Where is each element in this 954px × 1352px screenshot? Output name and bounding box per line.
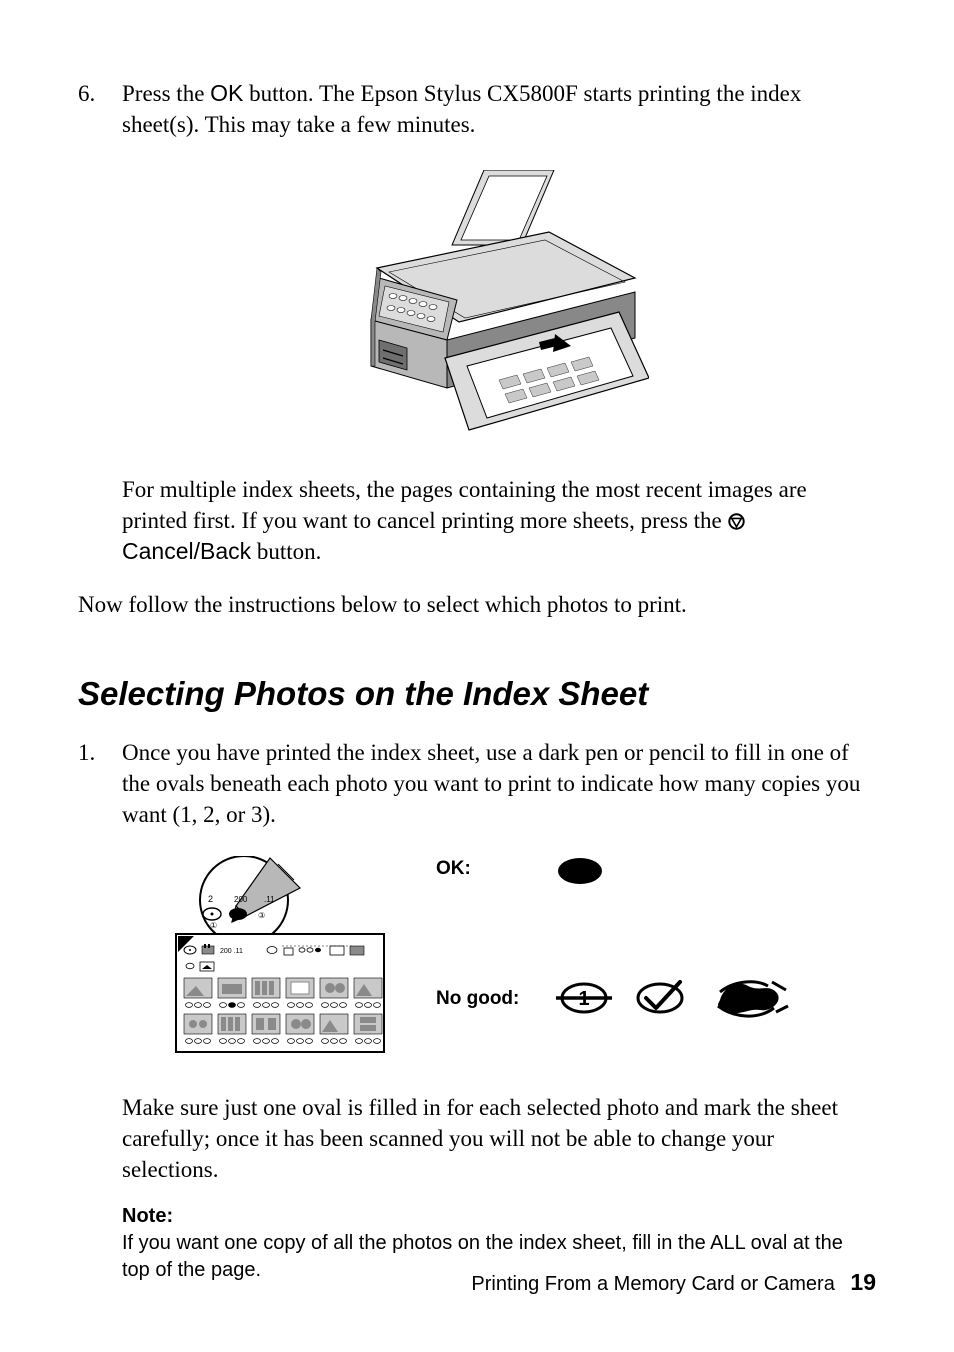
- section-heading: Selecting Photos on the Index Sheet: [78, 672, 876, 717]
- step-6: 6. Press the OK button. The Epson Stylus…: [78, 78, 876, 567]
- footer-section: Printing From a Memory Card or Camera: [471, 1273, 834, 1295]
- ok-oval-sample: [556, 856, 616, 890]
- svg-text:200 .11: 200 .11: [220, 948, 243, 955]
- step-6-number: 6.: [78, 78, 122, 567]
- step-1-number: 1.: [78, 737, 122, 1284]
- svg-text:①: ①: [210, 921, 217, 930]
- all-oval-label: ALL: [710, 1232, 745, 1254]
- ok-label: OK:: [436, 856, 471, 882]
- footer-page-number: 19: [850, 1269, 876, 1295]
- printer-figure: [122, 170, 876, 446]
- step-1-body: Once you have printed the index sheet, u…: [122, 737, 876, 1284]
- note-text-before: If you want one copy of all the photos o…: [122, 1232, 710, 1254]
- step-6-body: Press the OK button. The Epson Stylus CX…: [122, 78, 876, 567]
- step6-after-figure: For multiple index sheets, the pages con…: [122, 474, 876, 567]
- step6-after-cancel: button.: [251, 539, 321, 564]
- svg-text:③: ③: [258, 911, 265, 920]
- index-sheet-illustration: 2 200 .11 ① ③: [166, 856, 396, 1056]
- step6-text-before: Press the: [122, 81, 210, 106]
- oval-examples-figure: 2 200 .11 ① ③: [166, 856, 876, 1064]
- step1-text: Once you have printed the index sheet, u…: [122, 740, 860, 827]
- ok-button-label: OK: [210, 80, 243, 106]
- svg-text:2: 2: [208, 894, 213, 904]
- bridge-paragraph: Now follow the instructions below to sel…: [78, 589, 876, 620]
- stop-cancel-icon: [728, 513, 745, 530]
- nogood-label: No good:: [436, 986, 519, 1012]
- printer-illustration: [349, 170, 649, 438]
- note-heading: Note:: [122, 1205, 173, 1227]
- step-1: 1. Once you have printed the index sheet…: [78, 737, 876, 1284]
- nogood-oval-samples: 1: [556, 976, 796, 1022]
- page-footer: Printing From a Memory Card or Camera 19: [471, 1267, 876, 1298]
- svg-text:.11: .11: [264, 895, 275, 904]
- svg-text:200: 200: [234, 895, 248, 904]
- step1-caution: Make sure just one oval is filled in for…: [122, 1095, 838, 1182]
- cancel-back-label: Cancel/Back: [122, 538, 251, 564]
- step6-after-figure-text: For multiple index sheets, the pages con…: [122, 477, 807, 533]
